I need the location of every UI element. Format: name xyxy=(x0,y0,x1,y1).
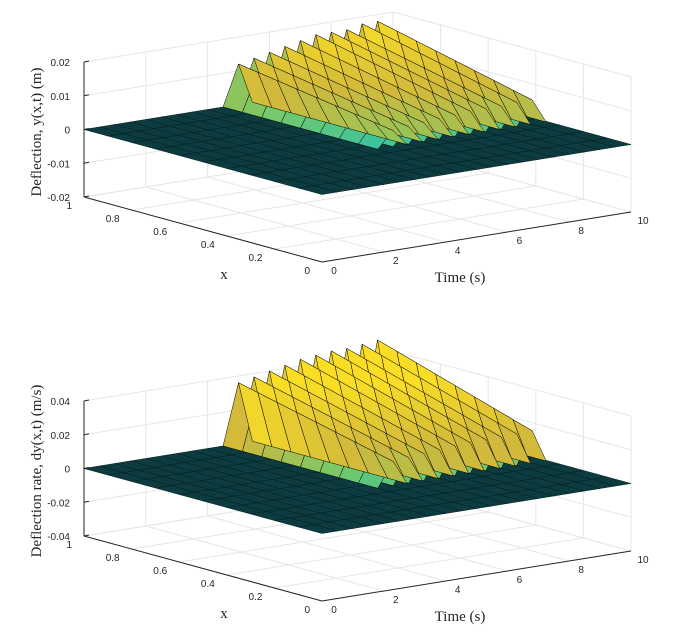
time-tick-label: 10 xyxy=(637,216,649,227)
z-gridline xyxy=(392,11,632,78)
z-tick-mark xyxy=(83,534,90,537)
x-gridline-floor xyxy=(226,524,536,576)
deflection-rate-surface-plot: -0.04 -0.02 0 0.02 0.04 0 2 4 6 8 10 0 0.2 0.4 0.6 0.8 1… xyxy=(29,339,649,625)
time-axis-label: Time (s) xyxy=(435,609,486,625)
z-tick-mark xyxy=(83,500,90,503)
ridge-back-face xyxy=(238,63,273,108)
z-tick-mark xyxy=(83,433,90,436)
time-tick-label: 4 xyxy=(455,585,461,596)
x-gridline-floor xyxy=(274,537,584,589)
x-tick-label: 0 xyxy=(304,605,310,616)
deflection-surface-plot: -0.02 -0.01 0 0.01 0.02 0 2 4 6 8 10 0 0.2 0.4 0.6 0.8 1… xyxy=(29,11,649,286)
ridge-back-face xyxy=(238,382,273,447)
z-tick-label: -0.02 xyxy=(47,193,70,204)
x-axis-label: x xyxy=(220,267,228,283)
z-tick-label: -0.02 xyxy=(47,498,70,509)
z-gridline xyxy=(83,11,394,63)
x-tick-label: 0.4 xyxy=(201,240,215,251)
z-tick-mark xyxy=(83,94,90,97)
x-tick-label: 0 xyxy=(304,266,310,277)
time-tick-label: 0 xyxy=(331,605,337,616)
time-tick-label: 2 xyxy=(393,595,399,606)
x-gridline-floor xyxy=(179,172,489,224)
time-tick-label: 0 xyxy=(331,266,337,277)
time-tick-label: 6 xyxy=(517,575,523,586)
x-axis-line xyxy=(83,196,323,263)
z-tick-mark xyxy=(83,195,90,198)
t-gridline-floor xyxy=(207,515,446,582)
t-gridline-floor xyxy=(207,176,446,243)
z-tick-label: 0.01 xyxy=(51,92,71,103)
x-gridline-floor xyxy=(274,198,584,250)
z-tick-label: -0.04 xyxy=(47,532,70,543)
time-axis-line xyxy=(321,550,632,602)
t-gridline-floor xyxy=(145,525,384,592)
time-tick-label: 10 xyxy=(637,555,649,566)
z-axis-label: Deflection rate, dy(x,t) (m/s) xyxy=(29,385,45,558)
time-axis-line xyxy=(321,211,632,263)
z-tick-label: 0.02 xyxy=(51,58,71,69)
z-tick-label: -0.01 xyxy=(47,159,70,170)
x-tick-label: 0.2 xyxy=(248,592,262,603)
z-tick-label: 0.02 xyxy=(51,431,71,442)
x-axis-label: x xyxy=(220,606,228,622)
z-tick-label: 0 xyxy=(64,465,70,476)
x-gridline-floor xyxy=(179,511,489,563)
time-axis-label: Time (s) xyxy=(435,270,486,286)
x-tick-label: 1 xyxy=(66,540,72,551)
time-tick-label: 2 xyxy=(393,256,399,267)
z-tick-label: 0.04 xyxy=(51,397,71,408)
x-gridline-floor xyxy=(226,185,536,237)
z-tick-label: 0 xyxy=(64,126,70,137)
x-tick-label: 0.8 xyxy=(106,214,120,225)
t-gridline-floor xyxy=(145,186,384,253)
z-tick-mark xyxy=(83,161,90,164)
x-tick-label: 0.2 xyxy=(248,253,262,264)
time-tick-label: 6 xyxy=(517,236,523,247)
x-tick-label: 0.4 xyxy=(201,579,215,590)
time-tick-label: 8 xyxy=(578,226,584,237)
z-tick-mark xyxy=(83,399,90,402)
z-gridline xyxy=(392,350,632,417)
wave-ridges xyxy=(222,339,547,489)
time-tick-label: 4 xyxy=(455,246,461,257)
x-tick-label: 0.6 xyxy=(153,566,167,577)
z-axis-label: Deflection, y(x,t) (m) xyxy=(29,67,45,196)
x-tick-label: 0.6 xyxy=(153,227,167,238)
time-tick-label: 8 xyxy=(578,565,584,576)
x-tick-label: 1 xyxy=(66,201,72,212)
z-tick-mark xyxy=(83,60,90,63)
x-tick-label: 0.8 xyxy=(106,553,120,564)
x-axis-line xyxy=(83,535,323,602)
wave-ridges xyxy=(222,20,547,150)
